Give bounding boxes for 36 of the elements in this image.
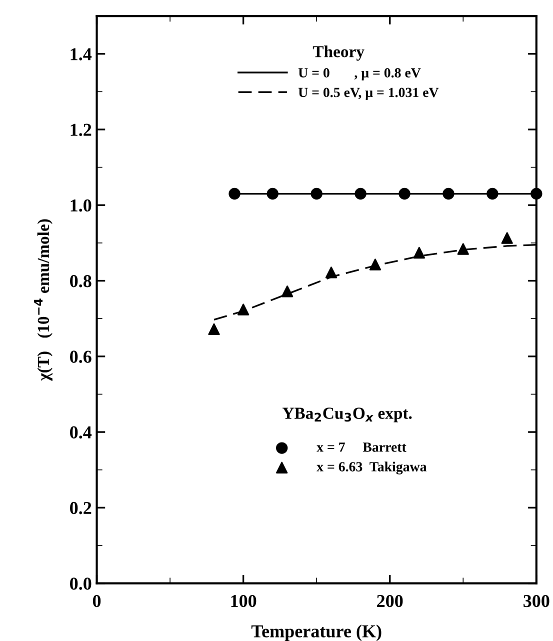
y-tick-label: 0.4 [70, 426, 92, 439]
point [486, 188, 498, 200]
y-tick-label: 1.2 [70, 124, 92, 136]
point [398, 188, 410, 200]
y-tick-label: 1.0 [70, 199, 92, 212]
y-axis-title: χ(T) (10$^{−4}$ emu/mole) [34, 219, 52, 381]
x-tick-label: 0 [92, 594, 101, 608]
legend-label: x = 6.63 Takigawa [316, 462, 427, 474]
point [266, 188, 278, 200]
annotation: YBa$_{2}$Cu$_{3}$O$_{x}$ expt. [282, 408, 412, 422]
point [501, 232, 513, 244]
x-tick-label: 300 [524, 594, 550, 608]
y-tick-label: 0.8 [70, 275, 92, 288]
legend-label: x = 7 Barrett [316, 442, 406, 452]
point [530, 188, 542, 200]
point [413, 246, 426, 259]
legend-label: U = 0 , μ = 0.8 eV [298, 68, 421, 80]
y-tick-label: 0.2 [70, 502, 92, 514]
y-tick-label: 1.4 [70, 48, 92, 60]
y-tick-label: 0.0 [70, 578, 92, 590]
annotation: Theory [312, 46, 364, 61]
x-axis-title: Temperature (K) [251, 624, 382, 641]
point [325, 266, 338, 278]
point [354, 188, 366, 200]
point [228, 188, 240, 200]
point [208, 323, 220, 336]
point [310, 188, 322, 200]
point [442, 188, 454, 200]
point [237, 304, 250, 316]
x-tick-label: 100 [231, 594, 256, 608]
point [281, 286, 294, 298]
point [369, 258, 382, 270]
legend-label: U = 0.5 eV, μ = 1.031 eV [298, 88, 439, 100]
y-tick-label: 0.6 [70, 350, 92, 363]
point [457, 243, 469, 255]
x-tick-label: 200 [377, 594, 403, 608]
